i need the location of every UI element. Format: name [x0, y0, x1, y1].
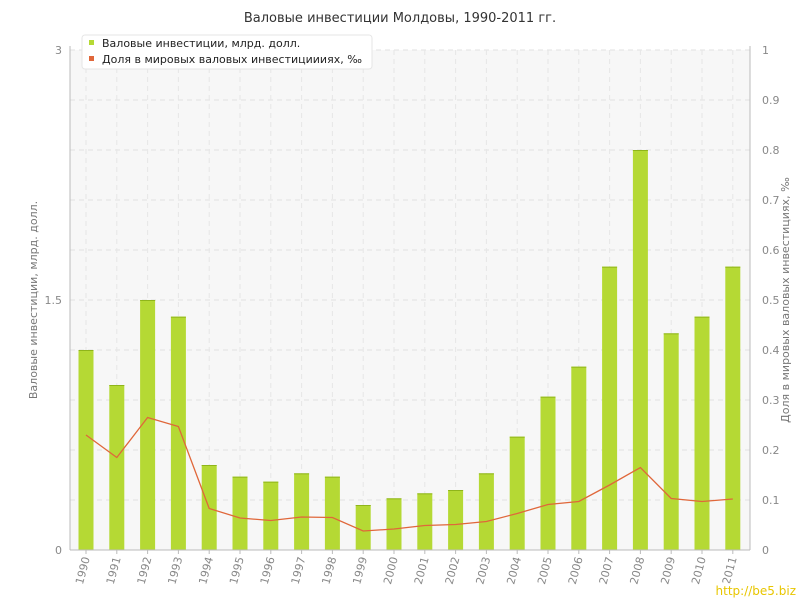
- x-tick-label: 2003: [473, 555, 493, 585]
- bar: [448, 490, 464, 550]
- x-tick-label: 2009: [658, 555, 678, 585]
- y-tick-label-right: 0.2: [762, 444, 780, 457]
- x-tick-label: 1998: [319, 555, 339, 585]
- bar: [602, 266, 618, 550]
- y-tick-label-right: 0.7: [762, 194, 780, 207]
- bar: [140, 300, 156, 550]
- bar: [324, 476, 340, 550]
- x-tick-label: 1999: [350, 555, 370, 585]
- bar: [386, 498, 402, 550]
- legend-label-investments: Валовые инвестиции, млрд. долл.: [102, 37, 300, 50]
- legend-swatch-investments: [89, 40, 94, 45]
- bars: [78, 150, 741, 550]
- x-tick-label: 2006: [566, 555, 586, 585]
- legend-box: [81, 34, 373, 70]
- bar: [632, 150, 648, 550]
- bar: [663, 333, 679, 550]
- y-tick-label-right: 0.6: [762, 244, 780, 257]
- y-tick-label-left: 1.5: [45, 294, 63, 307]
- x-tick-label: 1993: [165, 555, 185, 585]
- watermark-link[interactable]: http://be5.biz: [709, 583, 800, 600]
- bar: [540, 396, 556, 550]
- bar: [355, 505, 371, 550]
- x-tick-label: 1995: [227, 555, 247, 585]
- y-tick-label-right: 1: [762, 44, 769, 57]
- y-tick-label-left: 3: [55, 44, 62, 57]
- bar: [509, 436, 525, 550]
- x-tick-label: 1997: [289, 555, 309, 585]
- x-tick-label: 2004: [504, 555, 524, 585]
- bar: [694, 316, 710, 550]
- bar: [232, 476, 248, 550]
- y-tick-label-right: 0.1: [762, 494, 780, 507]
- x-tick-label: 2010: [689, 555, 709, 585]
- y-axis-title-right: Доля в мировых валовых инвестициях, ‰: [779, 177, 792, 423]
- x-tick-label: 1996: [258, 555, 278, 585]
- legend-label-share: Доля в мировых валовых инвестициииях, ‰: [102, 53, 362, 66]
- x-tick-label: 2001: [412, 555, 432, 585]
- chart-title: Валовые инвестиции Молдовы, 1990-2011 гг…: [244, 11, 556, 26]
- axes: [69, 46, 751, 551]
- bar: [294, 473, 310, 550]
- y-tick-label-right: 0: [762, 544, 769, 557]
- x-tick-label: 1994: [196, 555, 216, 585]
- y-tick-label-right: 0.4: [762, 344, 780, 357]
- x-ticks: 1990 1991 1992 1993 1994 1995 1996 1997 1998 1999…: [73, 550, 740, 586]
- y-tick-label-right: 0.3: [762, 394, 780, 407]
- legend: Валовые инвестиции, млрд. долл. Доля в м…: [81, 34, 373, 70]
- x-tick-label: 1991: [104, 555, 124, 585]
- bar: [478, 473, 494, 550]
- y-axis-title-left: Валовые инвестиции, млрд. долл.: [27, 201, 40, 399]
- x-tick-label: 2005: [535, 555, 555, 585]
- x-tick-label: 1990: [73, 555, 93, 585]
- x-tick-label: 2002: [443, 555, 463, 585]
- x-tick-label: 2000: [381, 555, 401, 585]
- bar: [109, 385, 125, 550]
- share-line: [85, 416, 733, 532]
- y-tick-label-left: 0: [55, 544, 62, 557]
- x-tick-label: 2011: [720, 555, 740, 585]
- bar: [170, 316, 186, 550]
- y-tick-label-right: 0.9: [762, 94, 780, 107]
- x-tick-label: 1992: [135, 555, 155, 585]
- y-tick-label-right: 0.5: [762, 294, 780, 307]
- bar: [78, 350, 94, 550]
- y-ticks-right: 0 0.1 0.2 0.3 0.4 0.5 0.6 0.7 0.8 0.9 1: [762, 44, 780, 557]
- bar: [263, 481, 279, 550]
- y-tick-label-right: 0.8: [762, 144, 780, 157]
- legend-swatch-share: [89, 56, 94, 61]
- bar: [417, 493, 433, 550]
- y-ticks-left: 01.53: [45, 44, 63, 557]
- x-tick-label: 2008: [627, 555, 647, 585]
- bar: [725, 266, 741, 550]
- x-tick-label: 2007: [597, 555, 617, 585]
- bar: [571, 366, 587, 550]
- line-series: [85, 416, 733, 532]
